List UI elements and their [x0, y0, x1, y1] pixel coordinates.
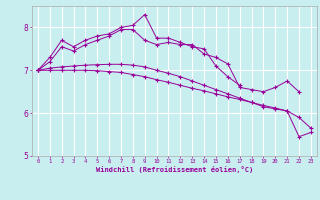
X-axis label: Windchill (Refroidissement éolien,°C): Windchill (Refroidissement éolien,°C) — [96, 166, 253, 173]
